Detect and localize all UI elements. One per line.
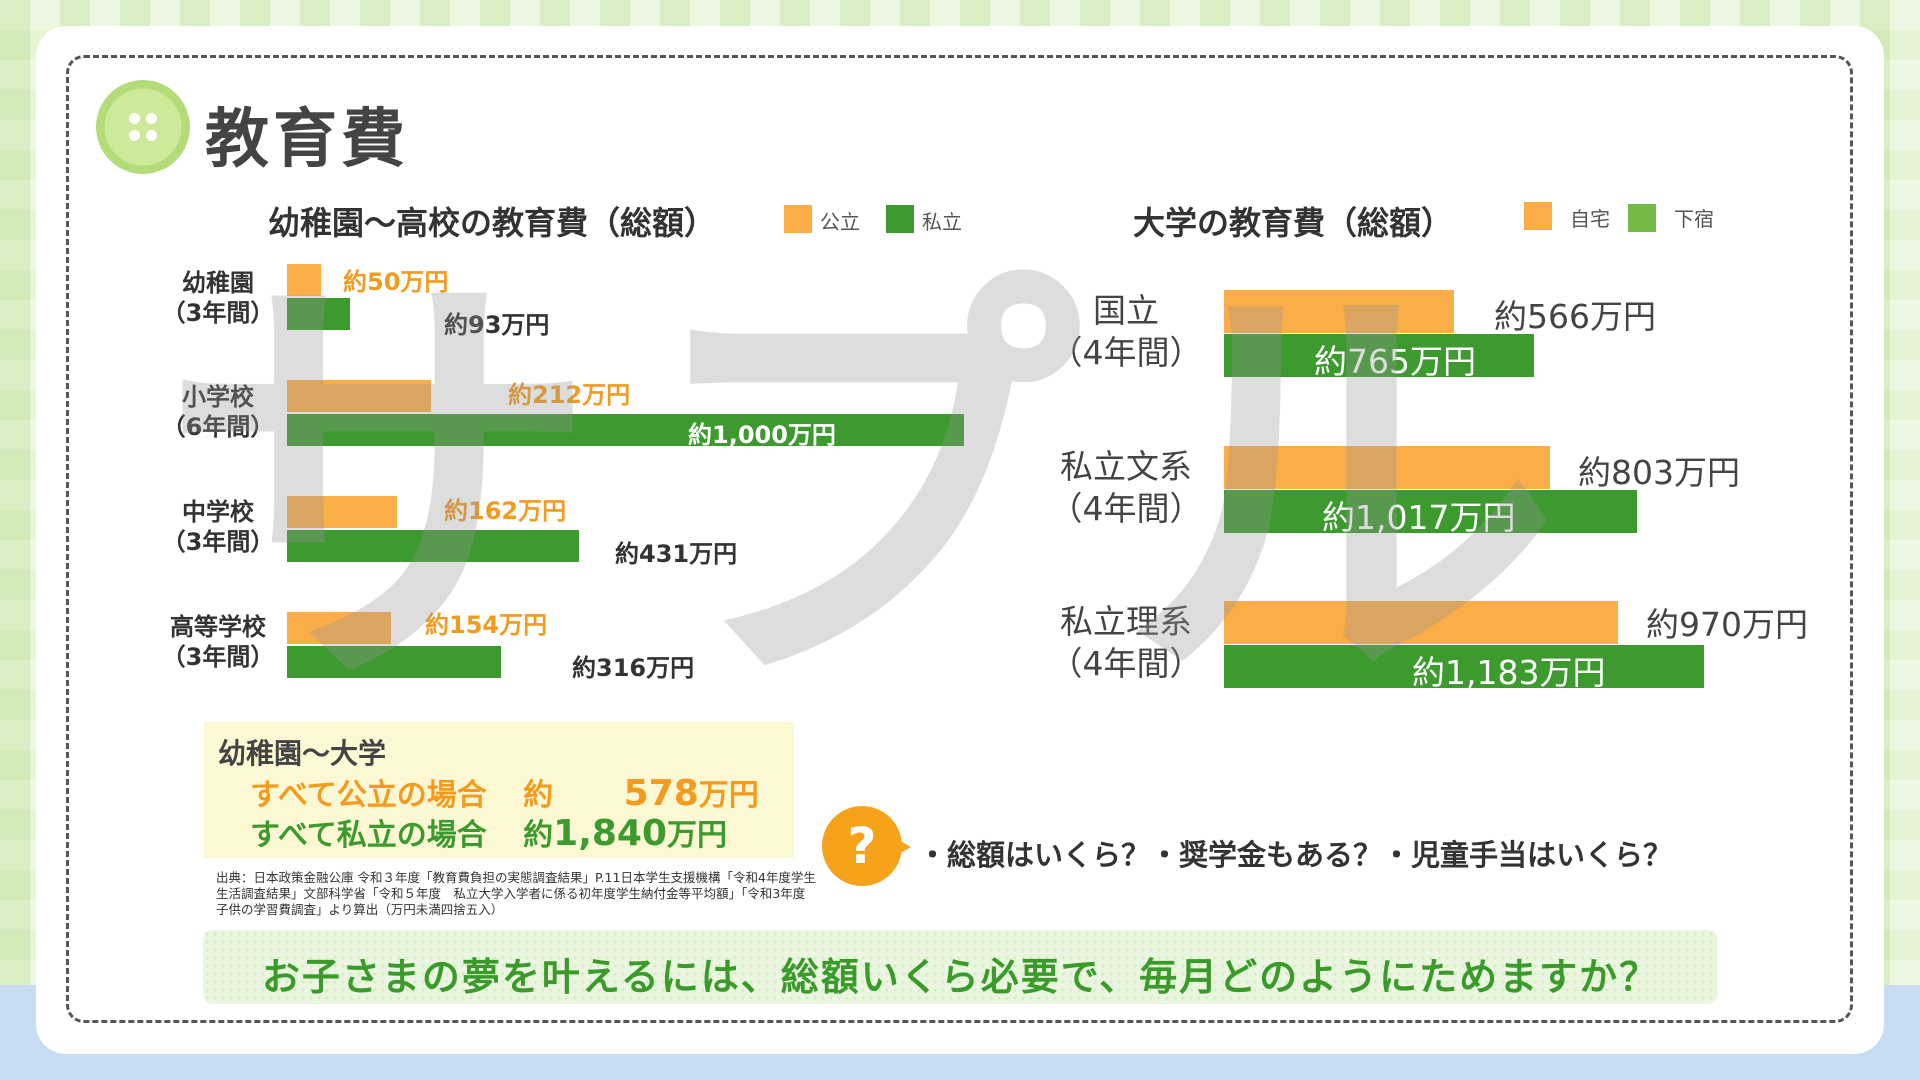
bottom-banner: お子さまの夢を叶えるには、総額いくら必要で、毎月どのようにためますか？ — [203, 930, 1718, 1004]
summary-public: すべて公立の場合 約 578万円 — [250, 773, 759, 814]
value-label: 約316万円 — [572, 654, 695, 682]
category-label: 国立 （4年間） — [1049, 291, 1203, 372]
bar-private-elementary — [287, 414, 964, 446]
dashed-frame — [66, 55, 1853, 1023]
summary-box: 幼稚園～大学 すべて公立の場合 約 578万円 すべて私立の場合 約1,840万… — [204, 722, 794, 858]
source-note: 出典：日本政策金融公庫 令和３年度「教育費負担の実態調査結果」P.11日本学生支… — [216, 870, 816, 917]
legend-label-lodging: 下宿 — [1674, 207, 1714, 231]
bar-home-national — [1224, 290, 1454, 333]
bar-public-kindergarten — [287, 264, 321, 296]
value-label: 約970万円 — [1646, 605, 1808, 644]
category-label: 高等学校 （3年間） — [161, 613, 275, 671]
bar-home-private-science — [1224, 601, 1618, 644]
value-label: 約154万円 — [425, 611, 548, 639]
bar-lodging-private-humanities — [1224, 490, 1637, 533]
button-icon — [96, 80, 190, 174]
category-label: 私立文系 （4年間） — [1049, 447, 1203, 528]
chart2-title: 大学の教育費（総額） — [1133, 204, 1454, 242]
legend-swatch-lodging — [1628, 204, 1656, 232]
value-label: 約162万円 — [444, 497, 567, 525]
speech-tail — [895, 838, 911, 856]
legend-swatch-home — [1524, 202, 1552, 230]
bar-private-kindergarten — [287, 298, 350, 330]
value-label: 約765万円 — [1314, 342, 1476, 381]
category-label: 幼稚園 （3年間） — [161, 269, 275, 327]
bar-lodging-private-science — [1224, 645, 1704, 688]
legend-label-public: 公立 — [820, 210, 860, 234]
category-label: 私立理系 （4年間） — [1049, 602, 1203, 683]
bar-public-junior-high — [287, 496, 397, 528]
bar-lodging-national — [1224, 334, 1534, 377]
value-label: 約50万円 — [343, 268, 449, 296]
category-label: 小学校 （6年間） — [161, 383, 275, 441]
page-title: 教育費 — [205, 103, 409, 177]
value-label: 約1,017万円 — [1322, 498, 1516, 537]
value-label: 約431万円 — [615, 540, 738, 568]
summary-private: すべて私立の場合 約1,840万円 — [250, 813, 728, 854]
legend-label-home: 自宅 — [1570, 207, 1610, 231]
sample-watermark: サプル — [160, 234, 1600, 746]
summary-heading: 幼稚園～大学 — [218, 737, 387, 770]
value-label: 約566万円 — [1494, 297, 1656, 336]
bar-public-elementary — [287, 380, 431, 412]
legend-swatch-public — [784, 205, 812, 233]
value-label: 約1,000万円 — [688, 421, 836, 449]
question-icon: ? — [822, 806, 902, 886]
question-text: ・総額はいくら？・奨学金もある？・児童手当はいくら？ — [918, 838, 1673, 872]
bar-public-high-school — [287, 612, 391, 644]
chart1-title: 幼稚園～高校の教育費（総額） — [268, 204, 717, 242]
value-label: 約212万円 — [508, 381, 631, 409]
bar-private-high-school — [287, 646, 501, 678]
bar-private-junior-high — [287, 530, 579, 562]
value-label: 約1,183万円 — [1412, 653, 1606, 692]
bar-home-private-humanities — [1224, 446, 1550, 489]
bottom-message: お子さまの夢を叶えるには、総額いくら必要で、毎月どのようにためますか？ — [261, 955, 1660, 999]
value-label: 約93万円 — [444, 311, 550, 339]
legend-label-private: 私立 — [922, 210, 962, 234]
legend-swatch-private — [886, 205, 914, 233]
category-label: 中学校 （3年間） — [161, 498, 275, 556]
value-label: 約803万円 — [1578, 453, 1740, 492]
